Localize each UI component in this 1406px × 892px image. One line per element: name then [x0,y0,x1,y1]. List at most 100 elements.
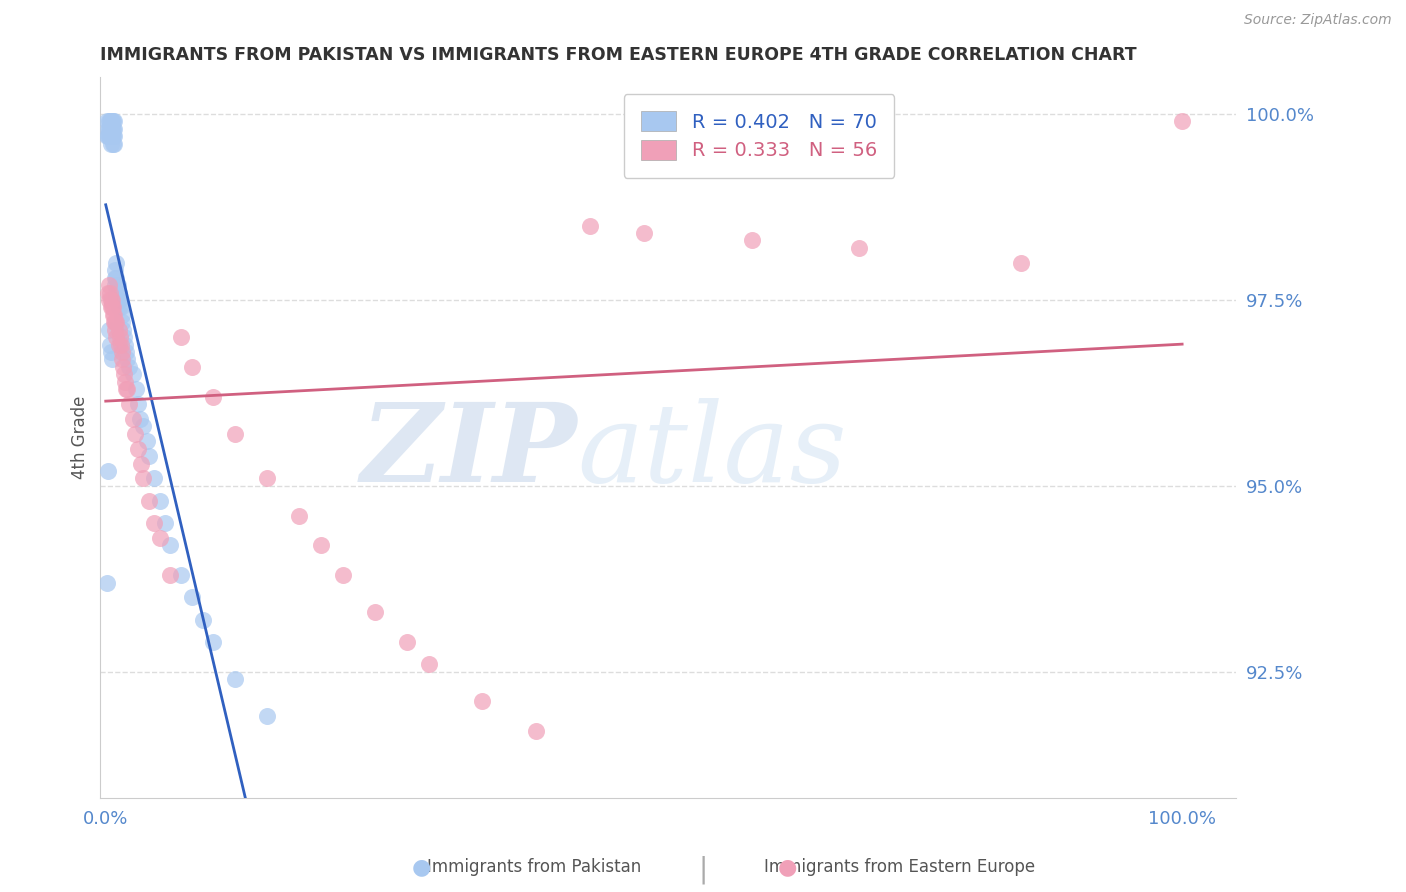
Point [191,613,214,627]
Point [332,568,354,582]
Point [741,234,763,248]
Point [98,114,121,128]
Point [101,129,124,144]
Point [115,382,138,396]
Point [110,301,132,315]
Point [97,323,120,337]
Point [1010,256,1032,270]
Point [101,352,124,367]
Point [132,419,155,434]
Point [107,301,129,315]
Point [100,345,122,359]
Point [100,122,122,136]
Point [108,330,131,344]
Point [107,293,129,307]
Point [101,293,124,307]
Point [107,285,129,300]
Point [103,308,125,322]
Point [103,136,125,151]
Point [98,337,121,351]
Point [107,278,129,293]
Point [579,219,602,233]
Point [103,114,125,128]
Point [112,330,135,344]
Point [105,315,128,329]
Point [114,375,136,389]
Point [1171,114,1194,128]
Point [148,493,170,508]
Point [115,345,138,359]
Point [111,315,134,329]
Point [170,568,193,582]
Point [180,359,202,374]
Point [125,382,148,396]
Point [103,122,125,136]
Point [100,136,122,151]
Point [159,538,181,552]
Point [107,337,129,351]
Point [121,412,143,426]
Point [98,285,121,300]
Point [100,114,122,128]
Point [111,323,134,337]
Point [103,129,125,144]
Point [103,301,125,315]
Point [104,315,127,329]
Point [103,122,125,136]
Text: ●: ● [412,857,432,877]
Point [96,575,118,590]
Point [104,323,127,337]
Text: |: | [699,855,707,884]
Point [396,635,419,649]
Legend: R = 0.402   N = 70, R = 0.333   N = 56: R = 0.402 N = 70, R = 0.333 N = 56 [624,94,894,178]
Point [97,293,120,307]
Point [111,352,134,367]
Point [202,390,225,404]
Point [98,122,121,136]
Point [104,270,127,285]
Point [159,568,181,582]
Point [471,694,494,708]
Point [104,278,127,293]
Point [97,122,120,136]
Point [143,516,166,530]
Point [127,442,149,456]
Point [114,337,136,351]
Point [101,122,124,136]
Point [96,129,118,144]
Point [112,368,135,382]
Text: ●: ● [778,857,797,877]
Point [97,285,120,300]
Point [127,397,149,411]
Point [256,709,278,723]
Point [105,330,128,344]
Text: atlas: atlas [578,398,846,506]
Point [100,114,122,128]
Point [170,330,193,344]
Point [132,471,155,485]
Text: Immigrants from Eastern Europe: Immigrants from Eastern Europe [765,858,1035,876]
Point [118,397,141,411]
Point [97,129,120,144]
Point [117,352,139,367]
Point [97,114,120,128]
Point [96,114,118,128]
Point [118,359,141,374]
Point [103,129,125,144]
Point [418,657,440,672]
Point [180,591,202,605]
Text: ZIP: ZIP [361,398,578,506]
Text: IMMIGRANTS FROM PAKISTAN VS IMMIGRANTS FROM EASTERN EUROPE 4TH GRADE CORRELATION: IMMIGRANTS FROM PAKISTAN VS IMMIGRANTS F… [100,46,1137,64]
Point [107,323,129,337]
Point [288,508,311,523]
Point [111,308,134,322]
Text: Source: ZipAtlas.com: Source: ZipAtlas.com [1244,13,1392,28]
Point [97,129,120,144]
Point [103,114,125,128]
Point [105,256,128,270]
Point [103,136,125,151]
Point [97,122,120,136]
Point [524,724,547,739]
Point [143,471,166,485]
Point [138,449,160,463]
